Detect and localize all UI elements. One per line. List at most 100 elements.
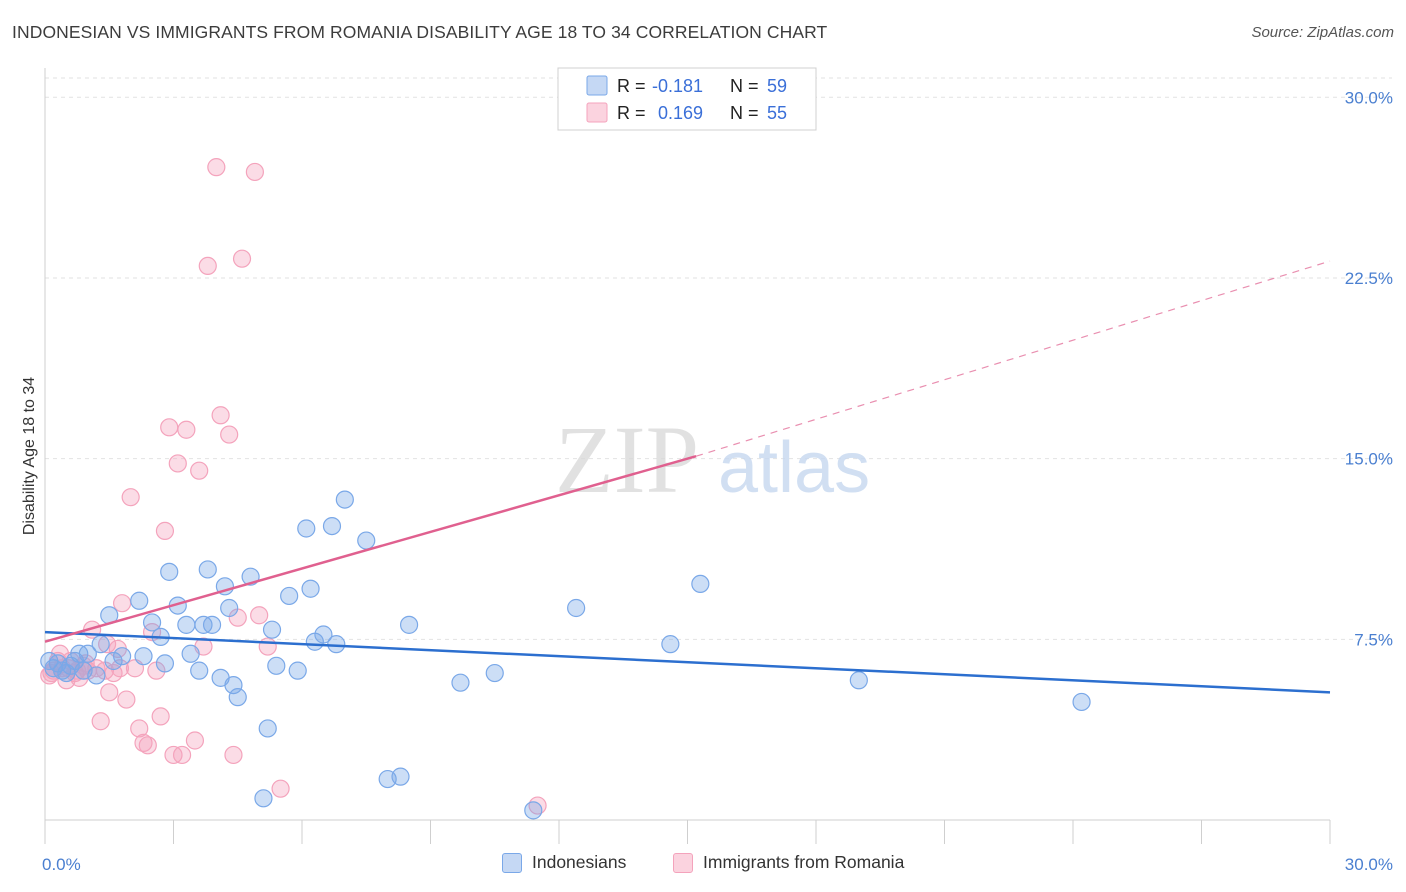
indonesian-point xyxy=(134,647,153,666)
legend-label-romania: Immigrants from Romania xyxy=(703,852,905,872)
legend-swatch-romania xyxy=(586,102,608,123)
trend-line-romania-extrapolated xyxy=(695,260,1331,457)
legend-label-indonesians: Indonesians xyxy=(532,852,627,872)
indonesian-point xyxy=(1072,692,1091,712)
trend-line-romania xyxy=(44,455,697,643)
indonesian-point xyxy=(78,644,97,663)
x-tick-label-min: 0.0% xyxy=(42,855,81,874)
indonesian-point xyxy=(451,673,470,692)
romania-point xyxy=(245,162,264,182)
chart-source: Source: ZipAtlas.com xyxy=(1251,24,1394,41)
legend-item-romania: Immigrants from Romania xyxy=(673,852,904,873)
legend-n-value-1: 59 xyxy=(767,76,787,96)
romania-point xyxy=(155,521,175,541)
indonesian-point xyxy=(322,516,342,536)
y-tick-label: 30.0% xyxy=(1345,88,1393,107)
romania-point xyxy=(117,690,136,709)
trend-line-indonesians xyxy=(44,630,1331,694)
axis-layer: 7.5% 15.0% 22.5% 30.0% 0.0% 30.0% xyxy=(42,68,1393,874)
indonesian-point xyxy=(104,651,123,671)
indonesian-point xyxy=(567,598,586,618)
indonesian-point xyxy=(254,789,273,808)
bottom-legend: Indonesians Immigrants from Romania xyxy=(0,852,1406,876)
legend-r-value-2: 0.169 xyxy=(658,103,703,123)
romania-point xyxy=(271,779,290,798)
romania-point xyxy=(121,488,140,507)
romania-point xyxy=(211,406,230,425)
indonesian-point xyxy=(399,615,419,634)
y-tick-label: 15.0% xyxy=(1345,450,1393,469)
romania-point xyxy=(224,745,243,765)
legend-n-value-2: 55 xyxy=(767,103,787,123)
indonesian-point xyxy=(288,661,307,680)
indonesian-point xyxy=(228,688,247,707)
romania-point xyxy=(130,719,149,738)
romania-point xyxy=(232,249,252,268)
indonesian-point xyxy=(357,531,376,550)
legend-box: R = -0.181 N = 59 R = 0.169 N = 55 xyxy=(557,67,817,131)
romania-point xyxy=(258,637,277,656)
indonesian-point xyxy=(160,562,179,581)
chart-title: INDONESIAN VS IMMIGRANTS FROM ROMANIA DI… xyxy=(12,22,828,42)
indonesian-point xyxy=(130,591,149,610)
romania-point xyxy=(112,594,132,613)
indonesian-point xyxy=(262,620,282,639)
romania-point xyxy=(207,158,226,177)
indonesian-point xyxy=(155,654,175,673)
romania-point xyxy=(185,731,205,750)
legend-r-label-1: R = xyxy=(617,76,646,96)
indonesian-point xyxy=(142,613,162,632)
y-tick-label: 22.5% xyxy=(1345,269,1393,288)
indonesian-point xyxy=(190,661,209,680)
indonesian-point xyxy=(177,615,196,634)
indonesian-point xyxy=(391,767,410,786)
watermark-atlas: atlas xyxy=(718,428,870,508)
indonesian-point xyxy=(181,644,200,663)
trend-layer xyxy=(44,260,1331,694)
indonesian-point xyxy=(691,574,710,594)
legend-r-value-1: -0.181 xyxy=(652,76,703,96)
romania-point xyxy=(160,418,179,437)
indonesian-point xyxy=(301,579,320,598)
indonesian-point xyxy=(112,647,132,666)
watermark-zip: ZIP xyxy=(555,406,699,513)
x-tick-label-max: 30.0% xyxy=(1345,855,1393,874)
legend-item-indonesians: Indonesians xyxy=(502,852,626,873)
grid-layer xyxy=(45,77,1392,640)
indonesian-point xyxy=(74,661,93,680)
indonesian-point xyxy=(849,671,868,690)
indonesian-point xyxy=(524,801,543,820)
points-romania xyxy=(40,158,547,815)
indonesian-point xyxy=(280,586,299,606)
romania-point xyxy=(198,256,217,276)
indonesian-point xyxy=(327,635,346,654)
legend-swatch-blue xyxy=(502,852,522,873)
indonesian-point xyxy=(258,719,277,738)
y-tick-label: 7.5% xyxy=(1354,630,1393,649)
legend-n-label-1: N = xyxy=(730,76,759,96)
legend-swatch-indonesians xyxy=(586,75,608,96)
romania-point xyxy=(250,606,269,625)
romania-point xyxy=(172,745,192,765)
y-axis-label: Disability Age 18 to 34 xyxy=(21,377,38,535)
indonesian-point xyxy=(335,490,354,509)
legend-n-label-2: N = xyxy=(730,103,759,123)
indonesian-point xyxy=(314,625,333,644)
indonesian-point xyxy=(220,598,239,618)
romania-point xyxy=(190,461,209,480)
indonesian-point xyxy=(224,675,243,695)
indonesian-point xyxy=(485,663,504,683)
indonesian-point xyxy=(661,635,680,654)
legend-swatch-pink xyxy=(673,852,693,873)
romania-point xyxy=(91,712,110,731)
indonesian-point xyxy=(91,635,110,654)
indonesian-point xyxy=(297,519,316,538)
indonesian-point xyxy=(267,656,286,675)
romania-point xyxy=(168,454,187,473)
romania-point xyxy=(151,707,170,726)
indonesian-point xyxy=(202,615,222,634)
romania-point xyxy=(177,420,196,439)
legend-r-label-2: R = xyxy=(617,103,646,123)
indonesian-point xyxy=(198,560,217,579)
